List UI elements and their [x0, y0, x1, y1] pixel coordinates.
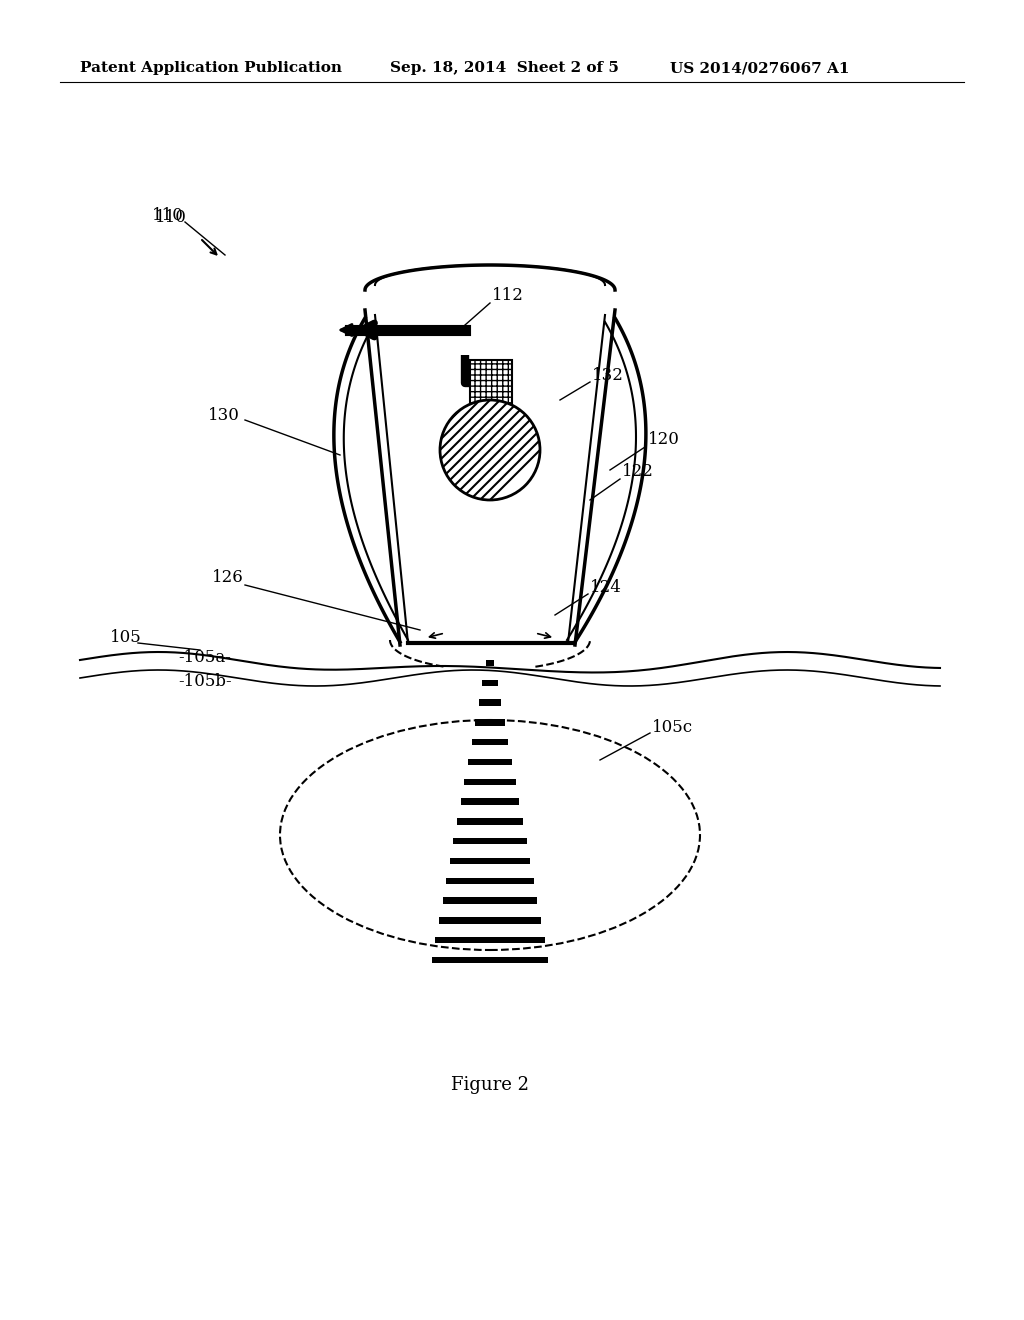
Bar	[432, 957, 548, 964]
Bar	[442, 898, 538, 904]
Bar	[482, 680, 498, 686]
Bar	[486, 660, 494, 667]
Bar	[461, 799, 519, 805]
Bar	[435, 937, 545, 944]
Text: 120: 120	[648, 432, 680, 449]
Text: 122: 122	[622, 463, 654, 480]
Text: Patent Application Publication: Patent Application Publication	[80, 61, 342, 75]
Bar	[450, 858, 530, 865]
Text: 110: 110	[155, 210, 186, 227]
Bar	[446, 878, 534, 884]
Text: 132: 132	[592, 367, 624, 384]
Bar	[471, 739, 509, 746]
Text: 112: 112	[492, 286, 524, 304]
Bar	[464, 779, 516, 785]
Bar	[470, 360, 512, 405]
Text: 124: 124	[590, 579, 622, 597]
Text: -105a-: -105a-	[178, 649, 230, 667]
Text: 126: 126	[212, 569, 244, 586]
Text: US 2014/0276067 A1: US 2014/0276067 A1	[670, 61, 850, 75]
Bar	[468, 759, 512, 766]
Circle shape	[440, 400, 540, 500]
Bar	[475, 719, 505, 726]
Text: 130: 130	[208, 407, 240, 424]
Bar	[454, 838, 526, 845]
Text: Figure 2: Figure 2	[451, 1076, 529, 1094]
Bar	[439, 917, 541, 924]
Bar	[479, 700, 501, 706]
Text: 105c: 105c	[652, 719, 693, 737]
Text: -105b-: -105b-	[178, 673, 231, 690]
Text: 105: 105	[110, 630, 141, 647]
Bar	[470, 360, 512, 405]
Text: Sep. 18, 2014  Sheet 2 of 5: Sep. 18, 2014 Sheet 2 of 5	[390, 61, 618, 75]
Text: 110: 110	[152, 206, 184, 223]
Bar	[457, 818, 523, 825]
